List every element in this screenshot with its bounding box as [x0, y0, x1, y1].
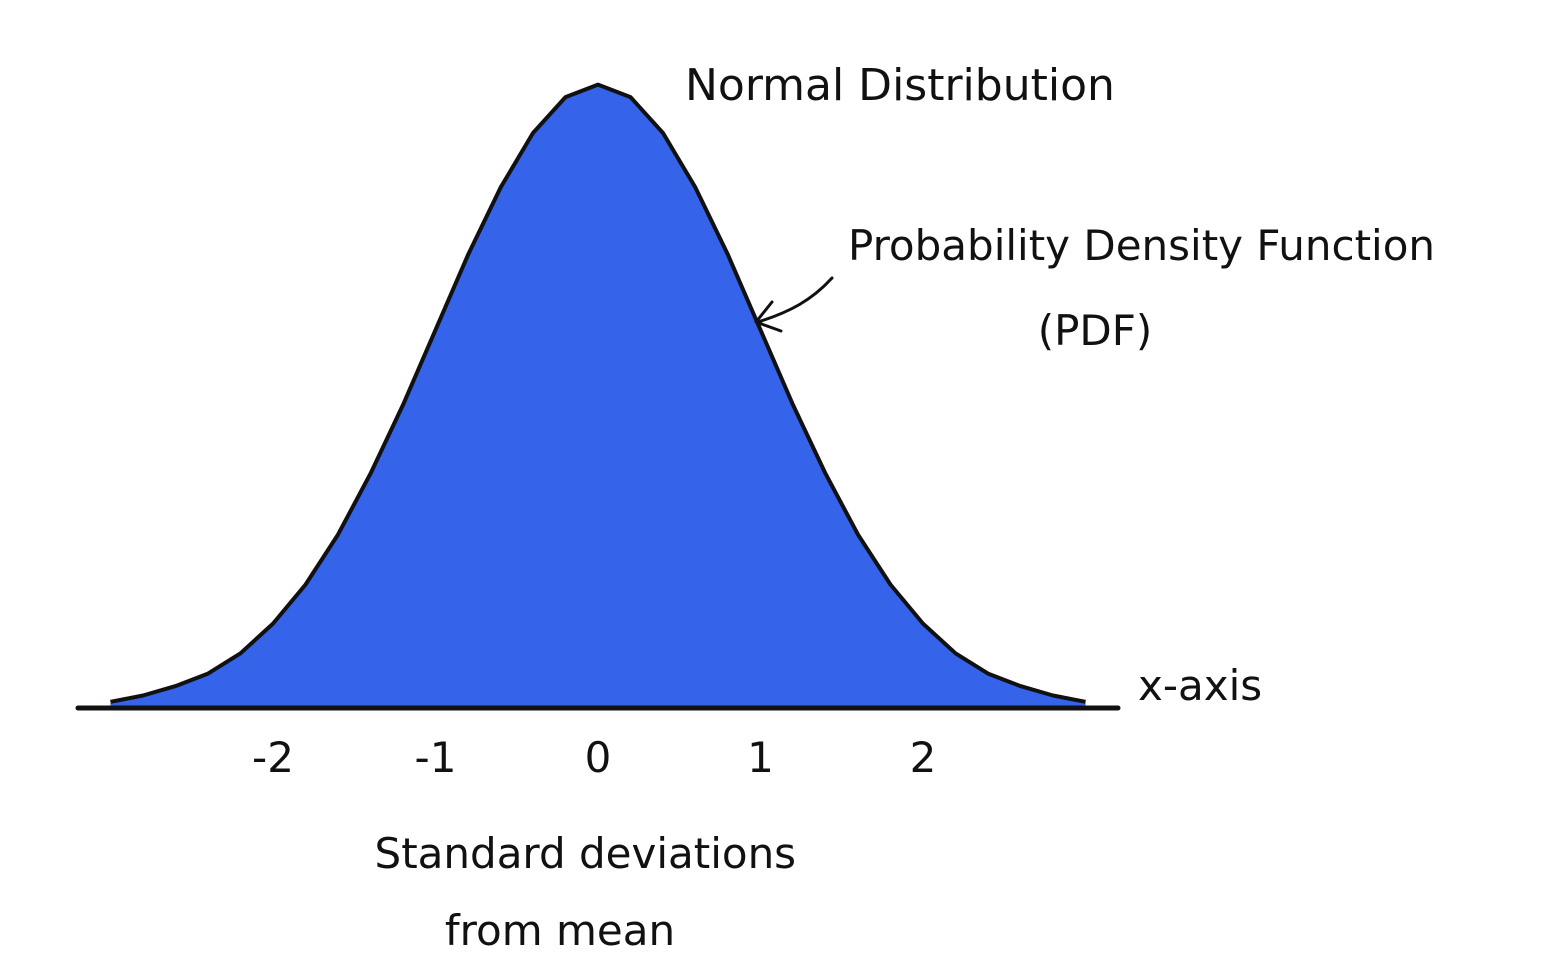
annotation-arrow [754, 276, 834, 333]
pdf-curve-area [110, 84, 1086, 709]
tick-label: 2 [910, 733, 937, 782]
tick-label: 0 [585, 733, 612, 782]
x-axis-label-line2: from mean [445, 906, 675, 955]
tick-label: -2 [252, 733, 294, 782]
annotation-line1: Probability Density Function [848, 221, 1435, 270]
annotation-line2: (PDF) [1038, 306, 1153, 355]
plot-area [75, 82, 1121, 711]
tick-label: -1 [415, 733, 457, 782]
x-axis-label-line1: Standard deviations [375, 829, 797, 878]
tick-labels: -2 -1 0 1 2 [252, 733, 936, 782]
tick-label: 1 [747, 733, 774, 782]
x-axis-name: x-axis [1138, 661, 1262, 710]
chart-title: Normal Distribution [685, 60, 1115, 111]
x-axis-label: Standard deviations from mean [375, 829, 810, 955]
pdf-curve-line [110, 82, 1086, 704]
